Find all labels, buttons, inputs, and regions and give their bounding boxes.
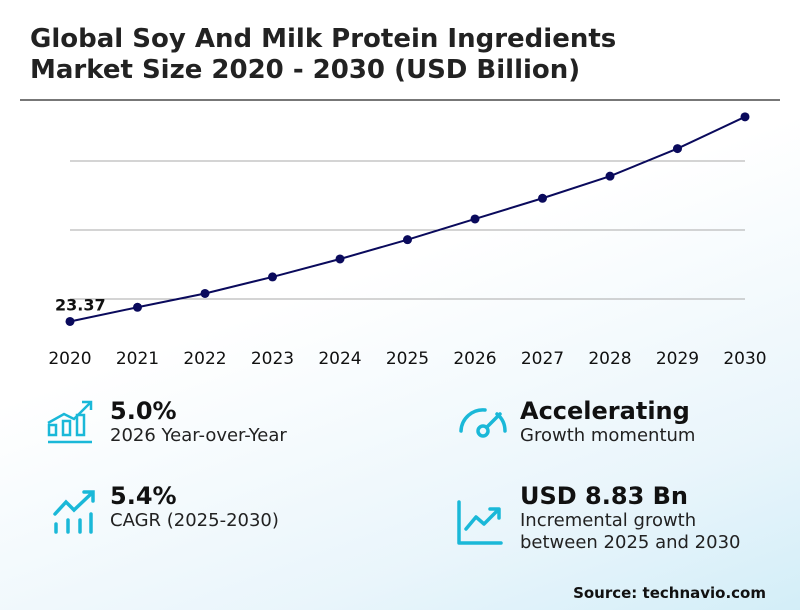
data-point bbox=[65, 316, 75, 326]
x-tick-label: 2029 bbox=[656, 349, 699, 369]
line-chart-icon bbox=[456, 499, 504, 551]
x-tick-label: 2023 bbox=[251, 349, 294, 369]
line-chart: 2020 2021 2022 2023 2024 2025 2026 2027 2028 2029… bbox=[48, 112, 767, 369]
kpi-value: 5.0% bbox=[110, 397, 177, 425]
bar-chart-growth-icon bbox=[46, 399, 94, 449]
data-point bbox=[403, 235, 412, 245]
trend-up-bars-icon bbox=[52, 488, 98, 540]
x-tick-label: 2027 bbox=[521, 349, 564, 369]
x-tick-label: 2024 bbox=[318, 349, 361, 369]
x-tick-label: 2020 bbox=[48, 349, 91, 369]
kpi-incremental: USD 8.83 Bn Incremental growth between 202… bbox=[520, 482, 740, 554]
data-point bbox=[200, 288, 210, 298]
chart-title: Global Soy And Milk Protein Ingredients M… bbox=[30, 24, 616, 86]
x-tick-label: 2022 bbox=[183, 349, 226, 369]
kpi-label: CAGR (2025-2030) bbox=[110, 510, 279, 531]
data-point bbox=[133, 302, 142, 312]
source-credit: Source: technavio.com bbox=[573, 584, 766, 602]
kpi-yoy: 5.0% 2026 Year-over-Year bbox=[110, 397, 287, 447]
kpi-label-2: between 2025 and 2030 bbox=[520, 532, 741, 553]
kpi-label: 2026 Year-over-Year bbox=[110, 425, 287, 446]
data-point bbox=[470, 214, 480, 224]
data-point bbox=[268, 272, 277, 282]
kpi-momentum: Accelerating Growth momentum bbox=[520, 397, 695, 447]
x-tick-label: 2028 bbox=[588, 349, 631, 369]
data-point bbox=[605, 171, 615, 181]
x-tick-label: 2025 bbox=[386, 349, 429, 369]
series-line bbox=[69, 115, 746, 323]
data-label: 23.37 bbox=[55, 295, 106, 314]
kpi-value: 5.4% bbox=[110, 482, 177, 510]
speedometer-icon bbox=[457, 406, 509, 444]
data-point bbox=[538, 193, 547, 203]
data-point bbox=[673, 144, 682, 154]
kpi-label: Growth momentum bbox=[520, 425, 696, 446]
data-point bbox=[335, 254, 345, 264]
x-tick-label: 2026 bbox=[453, 349, 496, 369]
title-line-2: Market Size 2020 - 2030 (USD Billion) bbox=[30, 55, 581, 85]
title-divider bbox=[20, 99, 780, 101]
kpi-value: USD 8.83 Bn bbox=[520, 482, 688, 510]
x-tick-label: 2021 bbox=[116, 349, 159, 369]
title-line-1: Global Soy And Milk Protein Ingredients bbox=[30, 24, 617, 54]
kpi-cagr: 5.4% CAGR (2025-2030) bbox=[110, 482, 279, 532]
kpi-value: Accelerating bbox=[520, 397, 690, 425]
kpi-label: Incremental growth bbox=[520, 510, 697, 531]
x-tick-label: 2030 bbox=[723, 349, 766, 369]
data-point bbox=[740, 112, 750, 122]
